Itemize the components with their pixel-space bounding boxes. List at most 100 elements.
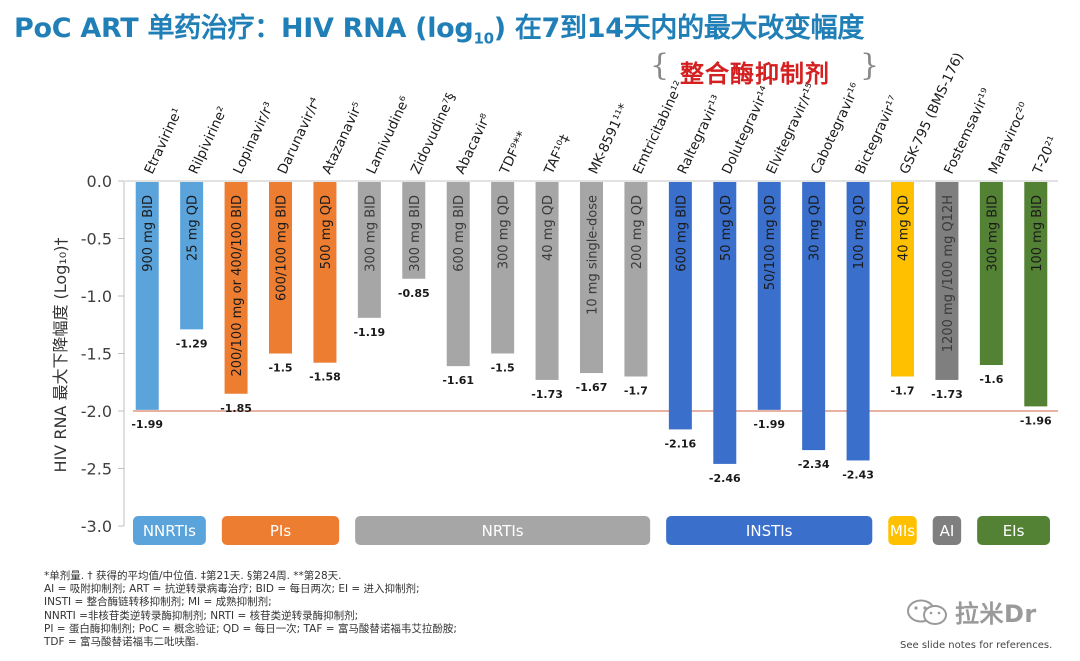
category-label: Etravirine¹ bbox=[141, 106, 185, 177]
bar bbox=[802, 182, 826, 451]
bar-dose-label: 300 mg QD bbox=[497, 195, 512, 269]
bar-dose-label: 10 mg single-dose bbox=[586, 195, 601, 315]
watermark: 拉米Dr bbox=[905, 594, 1037, 629]
bar bbox=[1024, 182, 1048, 407]
bar-dose-label: 50 mg QD bbox=[719, 195, 734, 261]
y-tick-label: -3.0 bbox=[81, 517, 112, 536]
category-label: T-20²¹ bbox=[1029, 134, 1061, 178]
bar-value-label: -1.61 bbox=[442, 374, 474, 387]
class-group-box bbox=[932, 516, 962, 545]
page-title: PoC ART 单药治疗：HIV RNA (log10) 在7到14天内的最大改… bbox=[14, 13, 865, 48]
bar bbox=[757, 182, 781, 410]
bar bbox=[535, 182, 559, 380]
left-brace: { bbox=[650, 48, 670, 83]
bar-dose-label: 40 mg QD bbox=[541, 195, 556, 261]
bar bbox=[446, 182, 470, 367]
y-axis-label: HIV RNA 最大下降幅度 (Log₁₀)† bbox=[51, 238, 70, 473]
bar-value-label: -1.5 bbox=[268, 362, 292, 375]
bar bbox=[402, 182, 426, 279]
bar-dose-label: 200 mg QD bbox=[630, 195, 645, 269]
bar bbox=[357, 182, 381, 318]
bar-dose-label: 300 mg BID bbox=[408, 195, 423, 272]
bar-value-label: -2.43 bbox=[842, 468, 874, 481]
footnote-line: INSTI = 整合酶链转移抑制剂; MI = 成熟抑制剂; bbox=[44, 596, 272, 609]
footnotes: *单剂量. † 获得的平均值/中位值. ‡第21天. §第24周. **第28天… bbox=[44, 570, 457, 649]
bar-value-label: -1.58 bbox=[309, 371, 341, 384]
bar-value-label: -2.34 bbox=[798, 458, 830, 471]
bar-dose-label: 1200 mg /100 mg Q12H bbox=[941, 195, 956, 352]
bar-dose-label: 30 mg QD bbox=[808, 195, 823, 261]
bar-dose-label: 25 mg QD bbox=[186, 195, 201, 261]
category-label: Dolutegravir¹⁴ bbox=[719, 84, 774, 177]
class-group-label: MIs bbox=[890, 522, 915, 540]
category-label: Rilpivirine² bbox=[186, 104, 231, 176]
category-label: Abacavir⁸ bbox=[452, 111, 494, 176]
bar-dose-label: 600 mg BID bbox=[674, 195, 689, 272]
bar-value-label: -1.85 bbox=[220, 402, 252, 415]
category-label: MK-8591¹¹* bbox=[586, 101, 633, 177]
bar bbox=[580, 182, 603, 374]
bar bbox=[624, 182, 648, 377]
bar-dose-label: 200/100 mg or 400/100 BID bbox=[230, 195, 245, 377]
category-label: Atazanavir⁵ bbox=[319, 100, 366, 177]
wechat-logo-icon bbox=[907, 599, 947, 625]
bar bbox=[668, 182, 692, 430]
category-label: TAF¹⁰‡ bbox=[541, 132, 574, 178]
footnote-line: PI = 蛋白酶抑制剂; PoC = 概念验证; QD = 每日一次; TAF … bbox=[44, 622, 457, 635]
class-group-label: EIs bbox=[1003, 522, 1025, 540]
class-group-label: INSTIs bbox=[746, 522, 793, 540]
category-label: Fostemsavir¹⁹ bbox=[941, 86, 995, 177]
footnote-line: TDF = 富马酸替诺福韦二吡呋酯. bbox=[44, 636, 199, 649]
class-group-label: NNRTIs bbox=[143, 522, 196, 540]
bar-value-label: -0.85 bbox=[398, 287, 430, 300]
class-group-box bbox=[666, 516, 873, 545]
class-group-box bbox=[888, 516, 917, 545]
bar-dose-label: 40 mg QD bbox=[897, 195, 912, 261]
bar-dose-label: 300 mg BID bbox=[985, 195, 1000, 272]
class-group-label: AI bbox=[940, 522, 955, 540]
bar bbox=[935, 182, 959, 380]
right-brace: } bbox=[860, 48, 880, 83]
footnote-line: *单剂量. † 获得的平均值/中位值. ‡第21天. §第24周. **第28天… bbox=[44, 570, 342, 582]
y-tick-label: -2.0 bbox=[81, 402, 112, 421]
category-label: Darunavir/r⁴ bbox=[275, 95, 324, 176]
bar-value-label: -1.67 bbox=[576, 381, 608, 394]
bar-value-label: -2.46 bbox=[709, 472, 741, 485]
watermark-text: 拉米Dr bbox=[955, 600, 1037, 628]
bar bbox=[313, 182, 337, 363]
bar bbox=[269, 182, 292, 354]
category-label: Maraviroc²⁰ bbox=[985, 100, 1032, 177]
category-label: TDF⁹** bbox=[496, 129, 530, 178]
bar-dose-label: 500 mg QD bbox=[319, 195, 334, 269]
footnote-line: NNRTI =非核苷类逆转录酶抑制剂; NRTI = 核苷类逆转录酶抑制剂; bbox=[44, 609, 359, 622]
bar-value-label: -1.96 bbox=[1020, 414, 1052, 427]
bar-dose-label: 300 mg BID bbox=[363, 195, 378, 272]
bar bbox=[491, 182, 515, 354]
bar-value-label: -1.19 bbox=[353, 326, 385, 339]
y-tick-label: -1.0 bbox=[81, 287, 112, 306]
class-group-box bbox=[133, 516, 206, 545]
bar bbox=[891, 182, 914, 377]
bar-dose-label: 600 mg BID bbox=[452, 195, 467, 272]
bar-value-label: -1.7 bbox=[890, 385, 914, 398]
bar bbox=[135, 182, 159, 410]
bar bbox=[180, 182, 204, 330]
references-note: See slide notes for references. bbox=[900, 640, 1053, 651]
bar-value-label: -1.5 bbox=[491, 362, 515, 375]
footnote-line: AI = 吸附抑制剂; ART = 抗逆转录病毒治疗; BID = 每日两次; … bbox=[44, 583, 420, 596]
category-label: Bictegravir¹⁷ bbox=[852, 93, 902, 176]
bar-value-label: -1.73 bbox=[531, 388, 563, 401]
bar-dose-label: 100 mg BID bbox=[1030, 195, 1045, 272]
class-group-box bbox=[977, 516, 1050, 545]
bar-value-label: -1.6 bbox=[979, 373, 1003, 386]
bar-dose-label: 600/100 mg BID bbox=[275, 195, 290, 301]
class-group-label: PIs bbox=[270, 522, 291, 540]
bar-value-label: -1.99 bbox=[753, 418, 785, 431]
y-tick-label: -2.5 bbox=[81, 460, 112, 479]
insti-bracket-label: 整合酶抑制剂 bbox=[680, 60, 830, 88]
y-tick-label: -0.5 bbox=[81, 230, 112, 249]
bar-value-label: -1.29 bbox=[176, 337, 208, 350]
category-label: Zidovudine⁷§ bbox=[408, 90, 460, 176]
bar bbox=[224, 182, 248, 394]
